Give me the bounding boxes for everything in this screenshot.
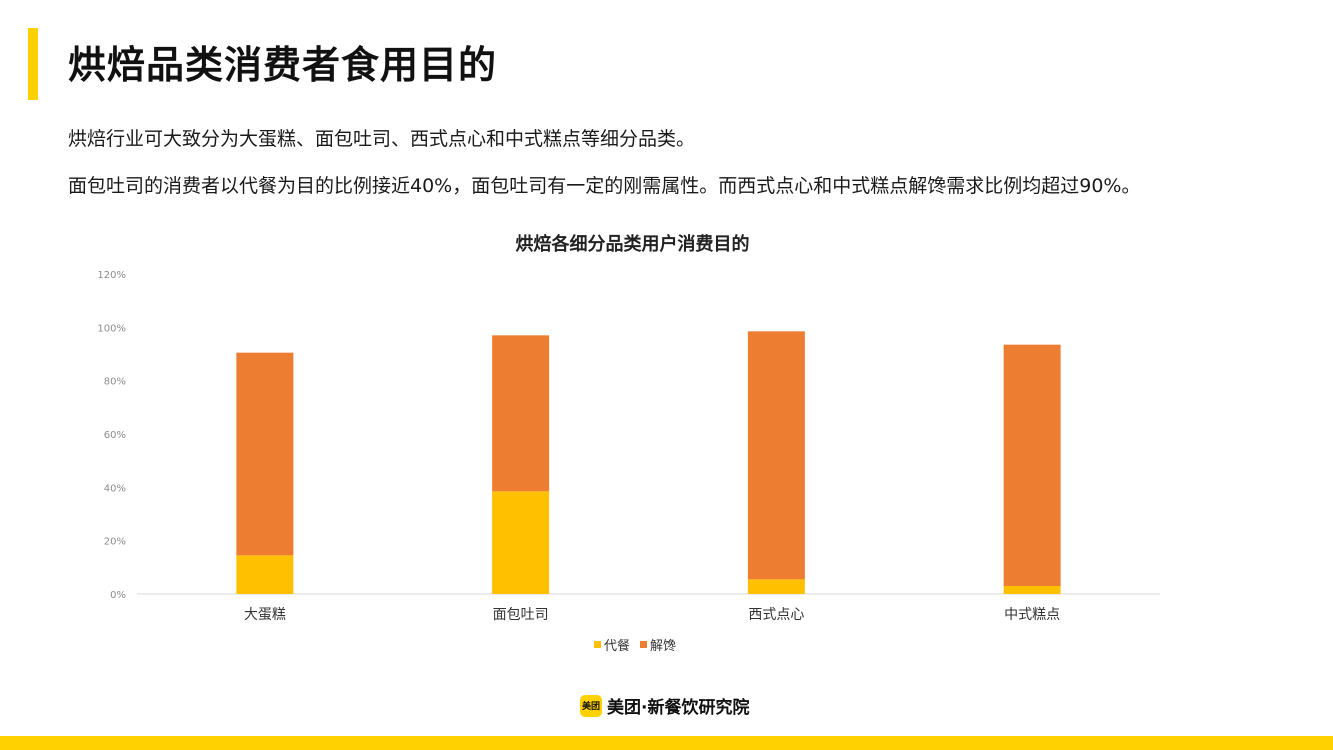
brand-footer: 美团 美团·新餐饮研究院 xyxy=(580,693,749,718)
y-tick-label: 0% xyxy=(110,590,126,601)
x-category-label: 大蛋糕 xyxy=(244,607,286,623)
y-tick-label: 40% xyxy=(104,483,126,494)
bar-craving xyxy=(236,352,294,556)
legend-swatch-craving xyxy=(640,641,647,648)
legend-swatch-meal xyxy=(593,641,601,648)
bar-meal xyxy=(236,555,294,594)
x-category-label: 面包吐司 xyxy=(493,607,549,623)
bar-craving xyxy=(1003,344,1061,586)
y-tick-label: 60% xyxy=(104,430,126,441)
y-tick-label: 80% xyxy=(104,377,126,388)
y-tick-label: 100% xyxy=(97,323,126,334)
bar-meal xyxy=(747,579,805,594)
chart-legend: 代餐 解馋 xyxy=(0,635,1270,654)
chart-title: 烘焙各细分品类用户消费目的 xyxy=(515,234,750,255)
insight-paragraph: 面包吐司的消费者以代餐为目的比例接近40%，面包吐司有一定的刚需属性。而西式点心… xyxy=(68,175,1141,197)
intro-paragraph: 烘焙行业可大致分为大蛋糕、面包吐司、西式点心和中式糕点等细分品类。 xyxy=(68,128,696,150)
title-accent-bar xyxy=(28,28,38,100)
legend-label-craving: 解馋 xyxy=(650,639,677,654)
bar-meal xyxy=(492,491,550,594)
legend-label-meal: 代餐 xyxy=(603,639,630,654)
y-tick-label: 120% xyxy=(97,270,126,281)
legend-item-meal: 代餐 xyxy=(593,635,630,654)
brand-name: 美团·新餐饮研究院 xyxy=(607,698,750,718)
legend-item-craving: 解馋 xyxy=(640,635,676,654)
page-title: 烘焙品类消费者食用目的 xyxy=(68,43,498,87)
x-category-label: 中式糕点 xyxy=(1004,607,1060,623)
y-tick-label: 20% xyxy=(104,537,126,548)
bar-craving xyxy=(747,331,805,580)
footer-accent-bar xyxy=(0,736,1333,750)
meituan-logo-icon: 美团 xyxy=(580,694,602,717)
bar-craving xyxy=(492,335,550,492)
stacked-bar-chart: 0% 20% 40% 60% 80% 100% 120% 大蛋糕 面包吐司 西式点心 中式糕点 xyxy=(97,270,1160,623)
x-category-label: 西式点心 xyxy=(748,607,804,623)
bar-meal xyxy=(1003,586,1061,594)
